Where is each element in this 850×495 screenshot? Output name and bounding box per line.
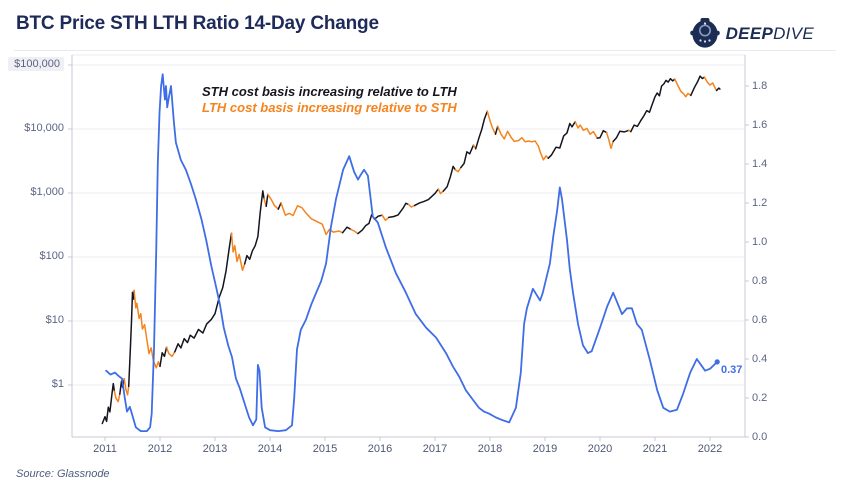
x-tick-label: 2011: [93, 443, 117, 455]
price-line-sth-segment: [341, 226, 352, 234]
brand-text-light: DIVE: [773, 24, 814, 43]
price-line-lth-segment: [267, 193, 280, 210]
header-divider: [14, 50, 836, 51]
price-line-lth-segment: [454, 166, 462, 173]
y-left-tick-label: $10,000: [24, 122, 64, 134]
y-right-tick-label: 1.6: [752, 119, 768, 131]
price-line-lth-segment: [113, 390, 121, 403]
x-tick-label: 2021: [642, 443, 668, 455]
price-line-sth-segment: [413, 188, 440, 207]
legend-lth-annotation: LTH cost basis increasing relative to ST…: [202, 100, 457, 115]
price-line-sth-segment: [596, 129, 608, 139]
legend-sth-annotation: STH cost basis increasing relative to LT…: [202, 84, 457, 99]
price-line-sth-segment: [442, 165, 457, 192]
price-line-lth-segment: [123, 378, 130, 396]
price-line-sth-segment: [388, 202, 410, 219]
brand-logo: DEEPDIVE: [689, 17, 814, 51]
price-line-sth-segment: [690, 75, 706, 97]
price-line-sth-segment: [174, 232, 233, 353]
y-right-tick-label: 1.0: [752, 236, 768, 248]
x-tick-label: 2012: [147, 443, 173, 455]
y-right-tick-label: 1.4: [752, 158, 768, 170]
price-line-lth-segment: [407, 203, 416, 208]
x-tick-label: 2022: [697, 443, 723, 455]
ratio-end-value-label: 0.37: [721, 364, 743, 376]
ratio-line: [105, 73, 719, 432]
x-tick-label: 2019: [532, 443, 558, 455]
x-tick-label: 2018: [477, 443, 503, 455]
x-tick-label: 2015: [312, 443, 338, 455]
price-line-sth-segment: [460, 144, 475, 169]
price-line-sth-segment: [630, 77, 676, 133]
y-right-tick-label: 0.2: [752, 392, 768, 404]
price-line-lth-segment: [674, 78, 692, 98]
x-tick-label: 2016: [367, 443, 393, 455]
price-line-sth-segment: [243, 190, 265, 265]
price-line-sth-segment: [494, 125, 499, 135]
x-tick-label: 2017: [422, 443, 448, 455]
price-line-lth-segment: [230, 232, 246, 272]
x-tick-label: 2014: [257, 443, 283, 455]
y-right-tick-label: 0.6: [752, 314, 768, 326]
price-line-sth-segment: [715, 87, 721, 92]
price-line-lth-segment: [381, 214, 390, 222]
source-caption: Source: Glassnode: [16, 468, 110, 480]
price-line-lth-segment: [165, 346, 176, 358]
price-line-sth-segment: [547, 120, 576, 159]
x-tick-label: 2020: [587, 443, 613, 455]
y-left-tick-label: $10: [45, 314, 64, 326]
price-line-lth-segment: [133, 289, 161, 369]
price-line-lth-segment: [703, 76, 718, 92]
price-line-sth-segment: [277, 202, 282, 210]
y-right-tick-label: 1.2: [752, 197, 768, 209]
y-left-tick-label: $100,000: [0, 57, 64, 71]
price-line-sth-segment: [159, 346, 168, 368]
price-line-sth-segment: [612, 129, 630, 143]
price-line-lth-segment: [574, 120, 599, 139]
brand-text-bold: DEEP: [725, 24, 774, 43]
price-line-sth-segment: [474, 110, 489, 150]
price-line-lth-segment: [605, 131, 614, 150]
price-line-lth-segment: [496, 125, 550, 161]
brand-text: DEEPDIVE: [726, 24, 814, 44]
x-tick-label: 2013: [202, 443, 228, 455]
y-right-tick-label: 0.8: [752, 275, 768, 287]
diver-helmet-icon: [689, 18, 720, 50]
price-line-lth-segment: [280, 202, 344, 236]
ratio-end-dot: [714, 359, 720, 365]
price-line-sth-segment: [265, 193, 269, 208]
price-line-lth-segment: [486, 110, 497, 135]
price-line-lth-segment: [437, 188, 445, 195]
y-left-tick-label: $100: [39, 250, 64, 262]
price-line-sth-segment: [357, 213, 383, 235]
y-right-tick-label: 0.0: [752, 431, 768, 443]
price-line-lth-segment: [350, 228, 359, 235]
y-right-tick-label: 0.4: [752, 353, 768, 365]
y-left-tick-label: $1: [51, 378, 64, 390]
price-line-sth-segment: [101, 382, 116, 425]
y-right-tick-label: 1.8: [752, 80, 768, 92]
price-line-sth-segment: [127, 289, 135, 388]
page-title: BTC Price STH LTH Ratio 14-Day Change: [16, 13, 379, 34]
y-left-tick-label: $1,000: [30, 186, 64, 198]
